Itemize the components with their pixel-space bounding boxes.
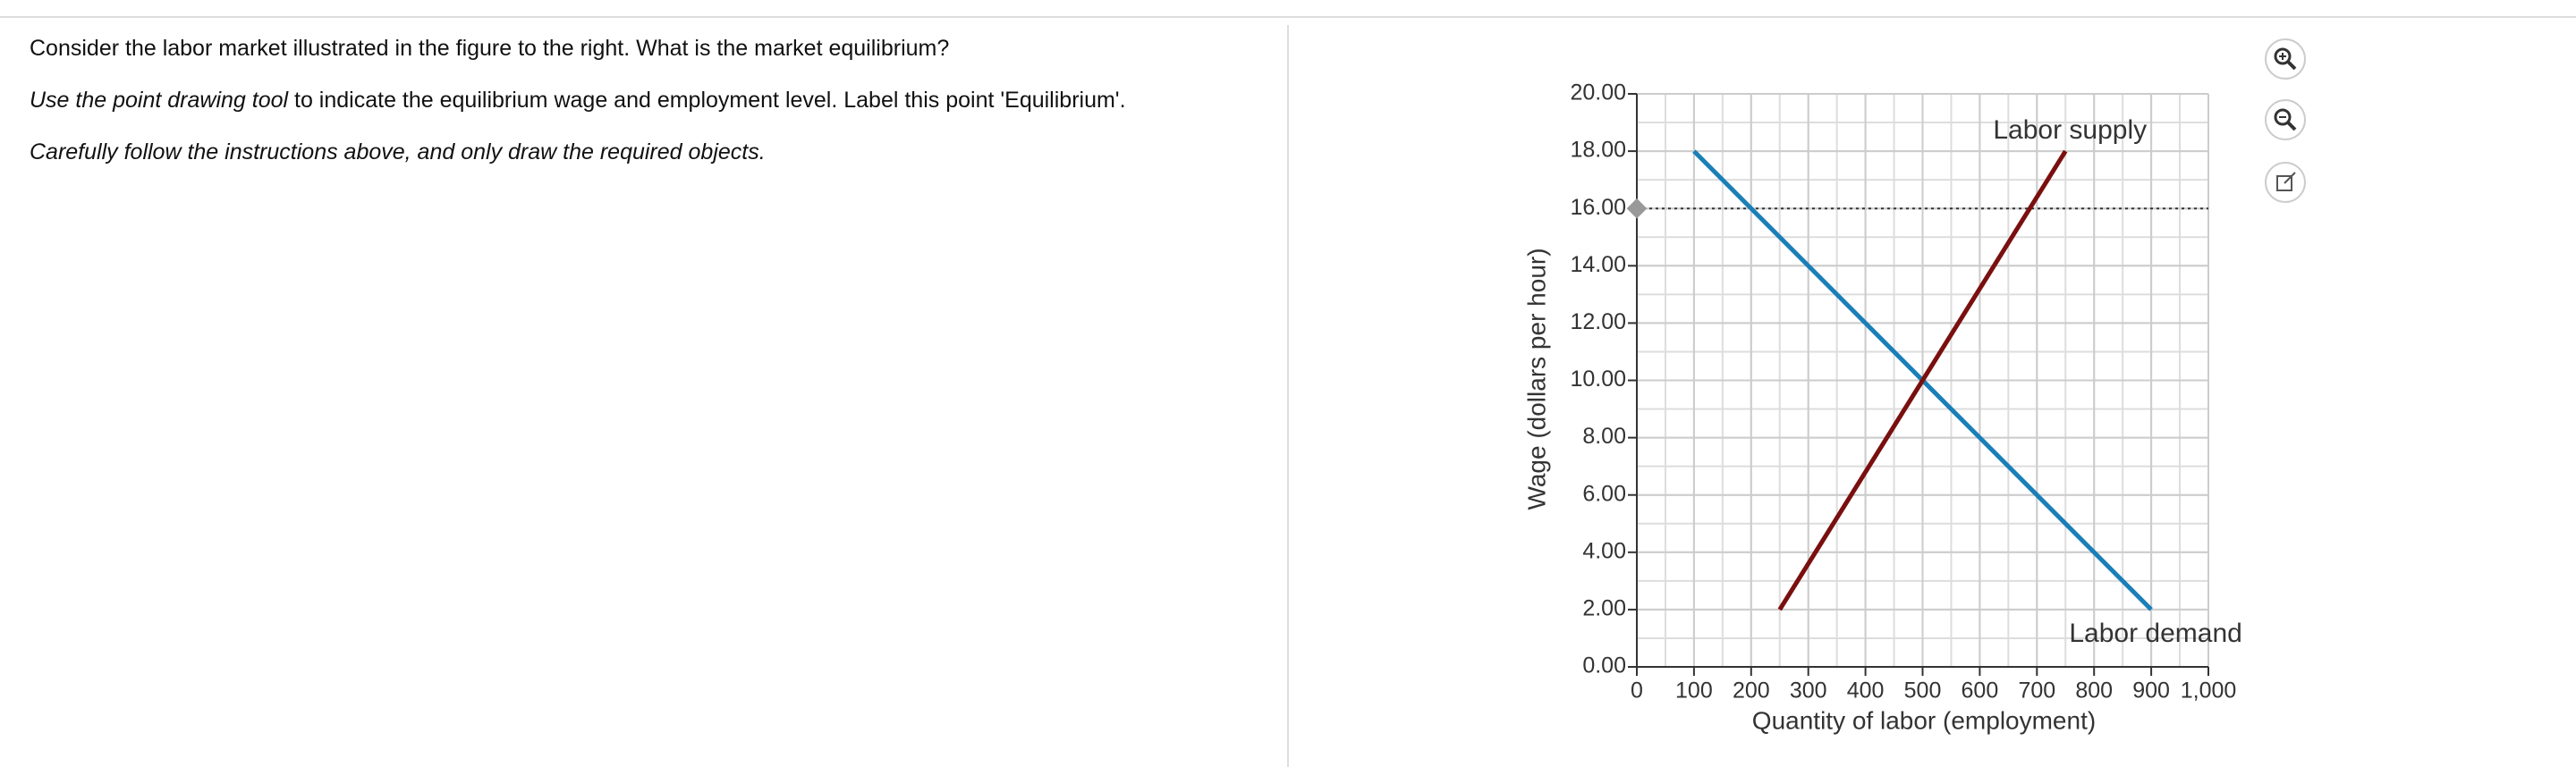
y-tick-label: 20.00	[1570, 80, 1626, 105]
x-tick-label: 600	[1962, 678, 1999, 704]
note: Carefully follow the instructions above,…	[30, 139, 766, 164]
y-tick-label: 0.00	[1582, 653, 1626, 678]
y-tick-label: 10.00	[1570, 367, 1626, 392]
instruction-italic: Use the point drawing tool	[30, 88, 289, 113]
series-label: Labor demand	[2069, 619, 2241, 648]
zoom-in[interactable]	[2265, 38, 2306, 80]
x-tick-label: 800	[2075, 678, 2113, 704]
reference-point	[1626, 198, 1648, 219]
y-tick-label: 12.00	[1570, 309, 1626, 334]
x-tick-label: 900	[2132, 678, 2170, 704]
x-tick-label: 700	[2018, 678, 2055, 704]
series-label: Labor supply	[1993, 115, 2147, 145]
y-tick-label: 2.00	[1582, 596, 1626, 621]
zoom-out[interactable]	[2265, 99, 2306, 140]
y-tick-label: 8.00	[1582, 424, 1626, 449]
x-tick-label: 300	[1790, 678, 1827, 704]
x-tick-label: 0	[1631, 678, 1643, 704]
y-tick-label: 16.00	[1570, 195, 1626, 220]
y-axis-label: Wage (dollars per hour)	[1522, 248, 1550, 510]
x-axis-label: Quantity of labor (employment)	[1752, 706, 2096, 734]
x-tick-label: 200	[1733, 678, 1770, 704]
x-tick-label: 1,000	[2181, 678, 2237, 704]
instruction-text: to indicate the equilibrium wage and emp…	[294, 88, 1126, 113]
x-tick-label: 100	[1675, 678, 1713, 704]
y-tick-label: 6.00	[1582, 481, 1626, 506]
x-tick-label: 400	[1847, 678, 1885, 704]
prompt: Consider the labor market illustrated in…	[30, 36, 950, 61]
series-line	[1777, 149, 2068, 611]
x-tick-label: 500	[1904, 678, 1942, 704]
instruction: Use the point drawing tool to indicate t…	[30, 88, 1126, 114]
pop-out[interactable]	[2265, 162, 2306, 203]
y-tick-label: 14.00	[1570, 252, 1626, 277]
y-tick-label: 4.00	[1582, 538, 1626, 563]
y-tick-label: 18.00	[1570, 138, 1626, 163]
